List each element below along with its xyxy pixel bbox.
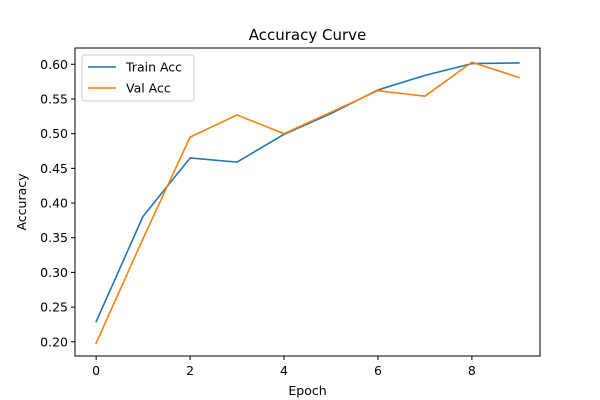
x-tick-label: 0 — [92, 363, 100, 378]
axis-ticks: 0 2 4 6 8 0.20 0.25 0.30 0.35 0.40 0.45 0.50 0.55 0.6… — [40, 57, 476, 378]
x-tick-label: 6 — [374, 363, 382, 378]
y-tick-label: 0.50 — [40, 126, 68, 141]
y-tick-label: 0.30 — [40, 265, 68, 280]
y-axis-label: Accuracy — [14, 173, 29, 231]
y-tick-label: 0.25 — [40, 300, 68, 315]
y-tick-label: 0.60 — [40, 57, 68, 72]
y-tick-label: 0.40 — [40, 196, 68, 211]
y-tick-label: 0.55 — [40, 91, 68, 106]
series-line-1 — [95, 61, 520, 345]
legend-label-1: Val Acc — [126, 81, 171, 96]
axes-frame — [74, 47, 541, 357]
x-tick-label: 8 — [468, 363, 476, 378]
x-tick-label: 2 — [186, 363, 194, 378]
y-tick-label: 0.35 — [40, 230, 68, 245]
x-tick-label: 4 — [280, 363, 288, 378]
chart-title: Accuracy Curve — [249, 26, 367, 44]
y-tick-label: 0.20 — [40, 334, 68, 349]
legend: Train Acc Val Acc — [81, 54, 195, 102]
x-axis-label: Epoch — [288, 383, 326, 398]
y-tick-label: 0.45 — [40, 161, 68, 176]
plot-area — [95, 61, 520, 345]
legend-label-0: Train Acc — [125, 60, 182, 75]
